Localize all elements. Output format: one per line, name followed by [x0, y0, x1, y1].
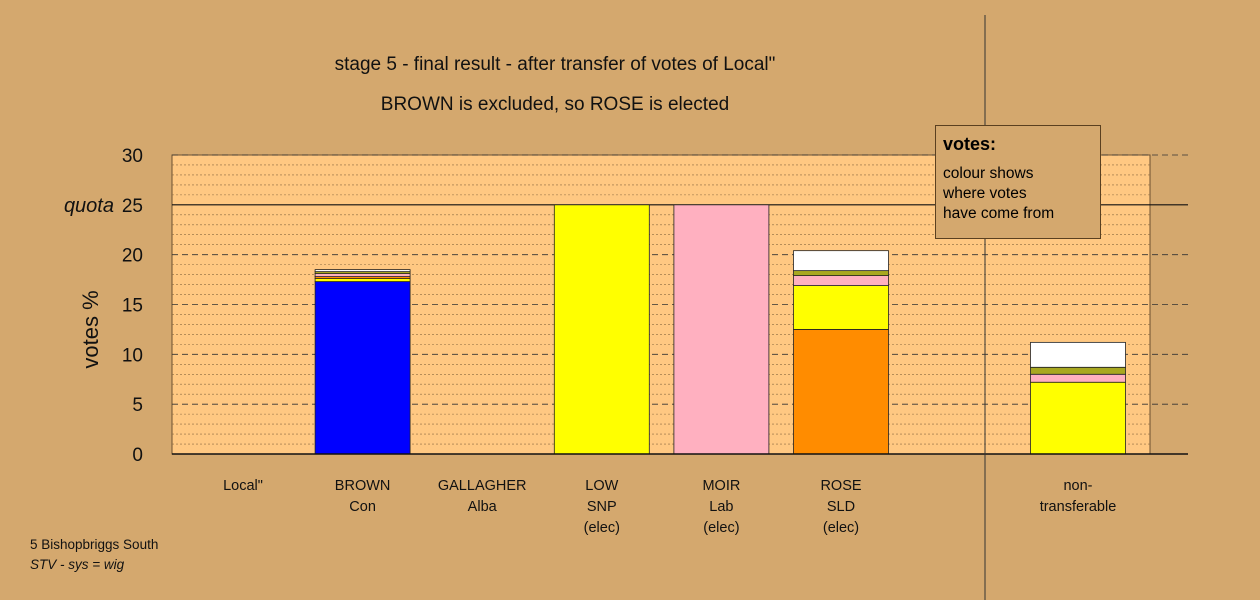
y-tick-label: 30 [122, 146, 143, 167]
y-tick-label: 10 [122, 345, 143, 366]
chart-title: stage 5 - final result - after transfer … [334, 54, 776, 75]
y-tick-label: 25 [122, 196, 143, 217]
bar-segment [793, 250, 889, 272]
bar-segment [793, 329, 889, 455]
x-tick-label: MOIR [702, 478, 740, 494]
chart-subtitle: BROWN is excluded, so ROSE is elected [380, 94, 730, 115]
x-tick-label: (elec) [703, 520, 739, 536]
legend-line: where votes [943, 185, 1027, 202]
quota-label: quota [64, 195, 114, 217]
bar-segment [793, 270, 889, 276]
bar-segment [314, 273, 411, 277]
y-tick-label: 15 [122, 296, 143, 317]
x-tick-label: (elec) [823, 520, 859, 536]
bar-segment [553, 204, 650, 455]
x-tick-label: Alba [468, 499, 498, 515]
footer-ward: 5 Bishopbriggs South [30, 537, 159, 552]
x-tick-label: Lab [709, 499, 733, 515]
bar-segment [314, 269, 411, 273]
y-tick-label: 20 [122, 246, 143, 267]
x-tick-label: Local" [223, 478, 263, 494]
x-tick-label: SLD [827, 499, 855, 515]
x-tick-label: GALLAGHER [438, 478, 527, 494]
x-tick-label: Con [349, 499, 376, 515]
x-tick-label: BROWN [335, 478, 391, 494]
y-tick-label: 0 [132, 445, 143, 466]
bar-segment [793, 285, 889, 330]
x-tick-label: (elec) [584, 520, 620, 536]
x-tick-label: LOW [585, 478, 618, 494]
x-tick-label: SNP [587, 499, 617, 515]
bar-segment [1030, 381, 1126, 455]
x-tick-label: transferable [1040, 499, 1117, 515]
legend-line: have come from [943, 205, 1055, 222]
legend-box: votes: colour shows where votes have com… [935, 125, 1101, 239]
y-tick-label: 5 [132, 395, 143, 416]
x-tick-label: non- [1063, 478, 1092, 494]
bar-segment [1030, 373, 1126, 383]
bar-segment [1030, 366, 1126, 375]
x-tick-label: ROSE [820, 478, 861, 494]
y-axis-label: votes % [78, 290, 103, 368]
bar-segment [314, 278, 411, 282]
bar-segment [1030, 341, 1126, 368]
bar-segment [673, 204, 770, 455]
footer-system: STV - sys = wig [30, 557, 125, 572]
legend-line: colour shows [943, 165, 1034, 182]
bar-segment [314, 281, 411, 455]
legend-heading: votes: [943, 134, 997, 154]
bar-segment [793, 275, 889, 286]
